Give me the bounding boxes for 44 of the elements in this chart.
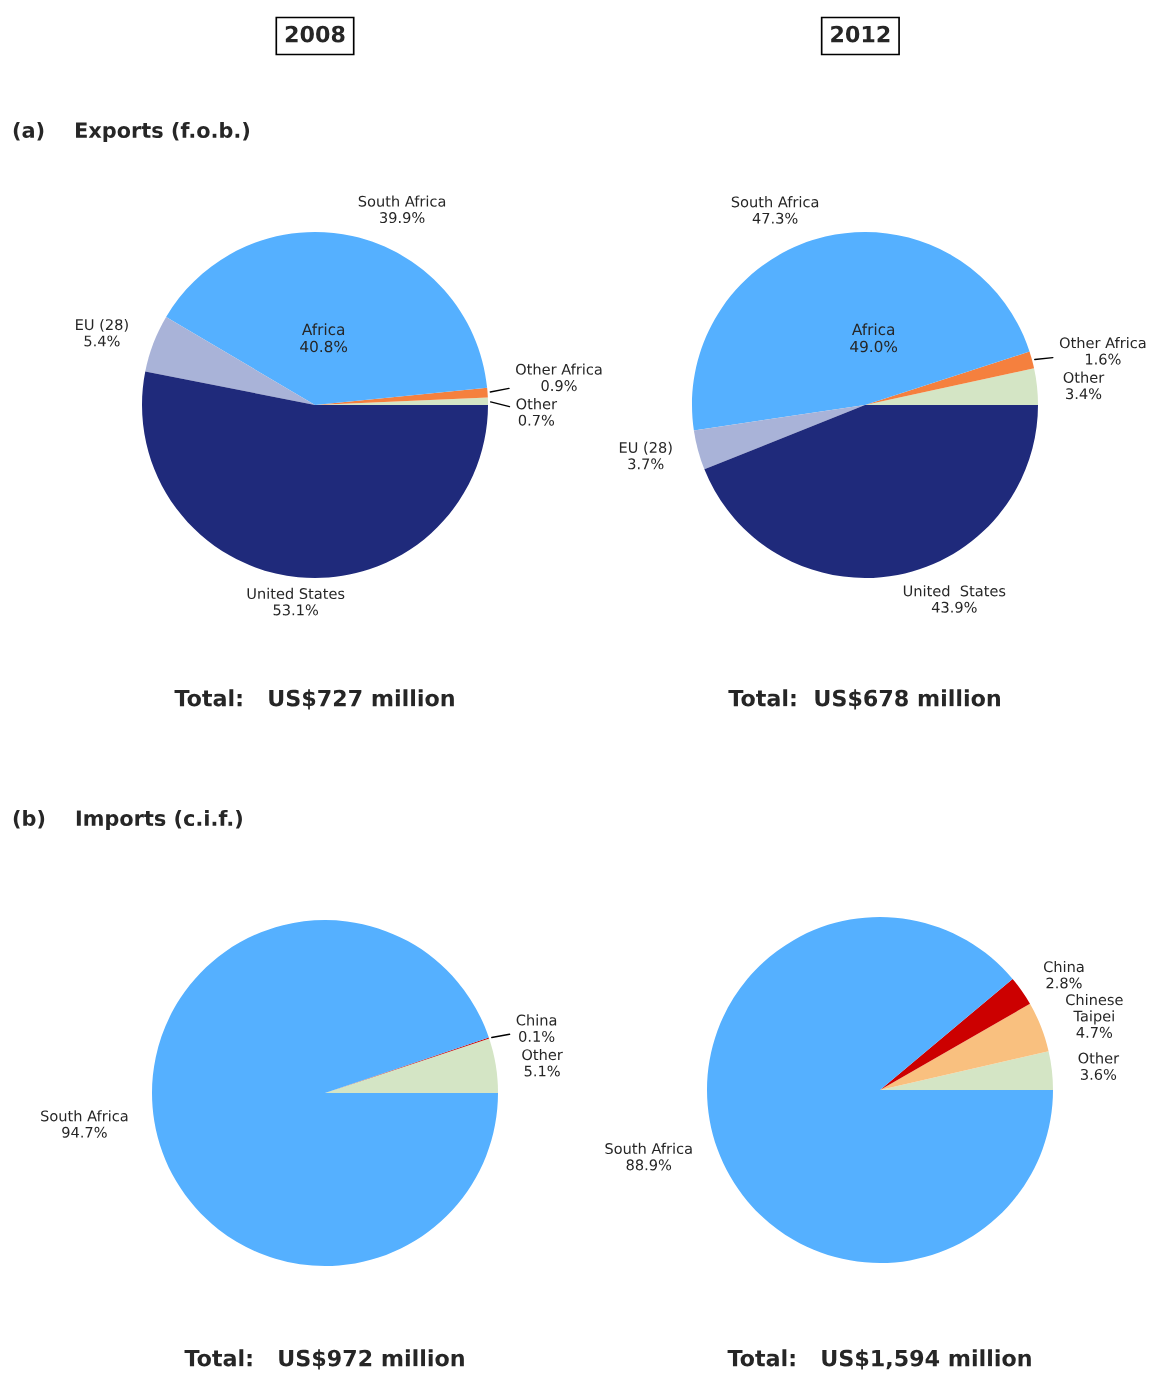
slice-label: Other: [1078, 1052, 1120, 1064]
slice-label: Chinese Taipei: [1066, 993, 1123, 1025]
chart-subtitle: (a) Exports (f.o.b.): [13, 121, 250, 143]
slice-label: United States: [903, 585, 1006, 597]
slice-label: Other: [1063, 371, 1105, 383]
slice-label: Other Africa: [516, 363, 602, 375]
text: Total: US$972 million: [184, 1349, 464, 1370]
data-label: 3.6%: [1080, 1068, 1117, 1080]
chart-title: 2012: [831, 25, 890, 43]
data-label: 2.8%: [1046, 977, 1082, 989]
text: Total: US$678 million: [728, 689, 1000, 710]
text: Africa 49.0%: [850, 323, 898, 353]
data-label: 0.1%: [519, 1030, 555, 1042]
data-label: 47.3%: [752, 212, 798, 224]
slice-label: China: [516, 1014, 557, 1026]
data-label: 88.9%: [626, 1159, 672, 1171]
data-label: 3.7%: [628, 458, 664, 470]
slice-label: South Africa: [605, 1142, 692, 1155]
data-label: 43.9%: [931, 601, 977, 613]
chart-title: 2008: [285, 25, 345, 43]
slice-label: Other: [516, 398, 558, 410]
data-label: 0.9%: [541, 380, 577, 392]
slice-label: EU (28): [619, 441, 672, 455]
chart-subtitle: (b) Imports (c.i.f.): [13, 809, 242, 831]
slice-label: Other Africa: [1059, 337, 1146, 349]
data-label: 94.7%: [62, 1126, 107, 1138]
slice-label: China: [1043, 960, 1084, 973]
slice-label: United States: [247, 587, 345, 600]
data-label: 39.9%: [380, 212, 425, 224]
slice-label: South Africa: [731, 196, 819, 208]
data-label: 53.1%: [273, 604, 319, 616]
data-label: 5.1%: [524, 1065, 560, 1077]
data-label: 0.7%: [518, 414, 555, 426]
data-label: 1.6%: [1085, 353, 1121, 365]
text: Total: US$727 million: [174, 689, 454, 710]
data-label: 4.7%: [1076, 1026, 1113, 1038]
text: Total: US$1,594 million: [727, 1349, 1031, 1370]
slice-label: South Africa: [41, 1110, 128, 1122]
data-label: 3.4%: [1066, 388, 1102, 400]
slice-label: EU (28): [76, 318, 128, 332]
slice-label: Other: [522, 1048, 563, 1061]
slice-label: South Africa: [358, 195, 446, 207]
text: Africa 40.8%: [300, 323, 348, 353]
data-label: 5.4%: [84, 335, 120, 347]
